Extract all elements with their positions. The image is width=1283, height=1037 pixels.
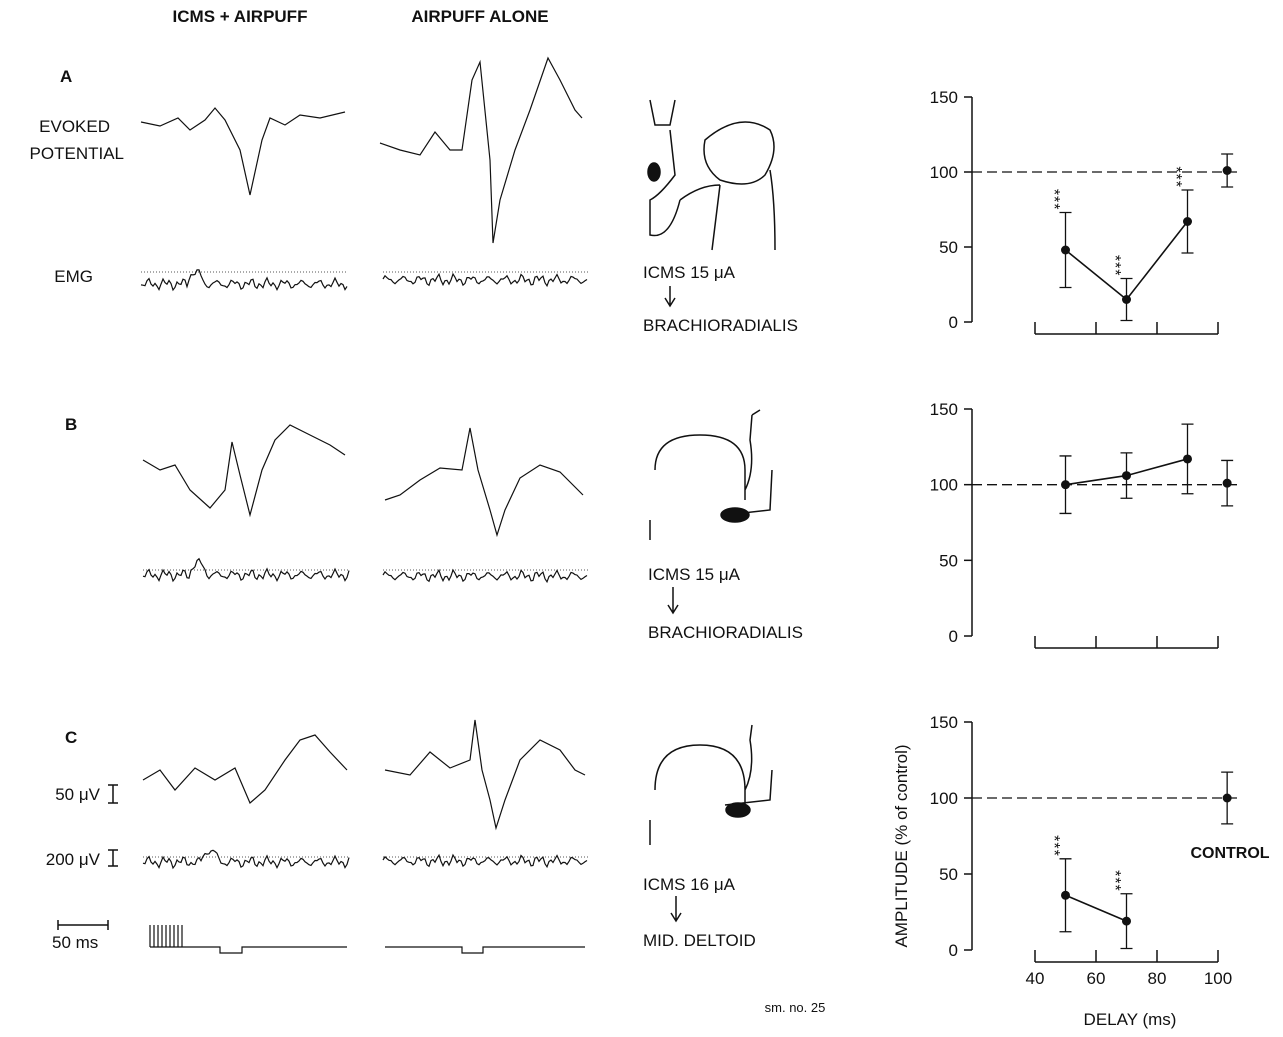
data-point (1061, 480, 1070, 490)
data-point (1183, 454, 1192, 464)
data-point (1122, 295, 1131, 304)
scale-label: 200 μV (46, 850, 101, 869)
arrows (664, 286, 682, 923)
y-tick-label: 150 (930, 88, 958, 107)
y-tick-label: 0 (949, 941, 958, 960)
column-title: AIRPUFF ALONE (411, 7, 548, 26)
y-axis-label: AMPLITUDE (% of control) (892, 744, 911, 947)
y-tick-label: 100 (930, 476, 958, 495)
stim-muscle: BRACHIORADIALIS (648, 623, 803, 642)
x-tick-label: 80 (1148, 969, 1167, 988)
y-tick-label: 100 (930, 789, 958, 808)
data-point (1222, 478, 1232, 488)
emg-trace (140, 269, 348, 292)
significance: *** (1106, 255, 1123, 277)
data-point (1183, 217, 1192, 226)
emg-trace (382, 568, 588, 584)
data-point (1222, 166, 1232, 175)
panel-letter: A (60, 67, 72, 86)
panel-letter: C (65, 728, 77, 747)
data-point (1222, 793, 1232, 803)
footnote: sm. no. 25 (765, 1000, 826, 1015)
significance: *** (1045, 189, 1062, 211)
emg-trace (142, 849, 350, 870)
data-point (1061, 890, 1070, 900)
significance: *** (1045, 835, 1062, 857)
y-tick-label: 50 (939, 865, 958, 884)
traces (140, 56, 586, 954)
column-title: ICMS + AIRPUFF (173, 7, 308, 26)
stim-current: ICMS 15 μA (643, 263, 736, 282)
y-tick-label: 100 (930, 163, 958, 182)
emg-trace (382, 272, 588, 288)
stim-current: ICMS 16 μA (643, 875, 736, 894)
emg-trace (382, 853, 588, 869)
significance: *** (1167, 166, 1184, 188)
y-tick-label: 0 (949, 627, 958, 646)
panel-letter: B (65, 415, 77, 434)
significance: *** (1106, 870, 1123, 892)
scale-label: 50 μV (55, 785, 100, 804)
y-tick-label: 50 (939, 238, 958, 257)
stim-muscle: BRACHIORADIALIS (643, 316, 798, 335)
data-point (1122, 916, 1131, 926)
x-tick-label: 60 (1087, 969, 1106, 988)
row-label: EMG (54, 267, 93, 286)
x-tick-label: 40 (1026, 969, 1045, 988)
y-tick-label: 0 (949, 313, 958, 332)
x-tick-label: 100 (1204, 969, 1232, 988)
control-label: CONTROL (1190, 845, 1269, 862)
row-label: POTENTIAL (30, 144, 124, 163)
data-point (1122, 471, 1131, 481)
y-tick-label: 150 (930, 713, 958, 732)
monkey-drawing (647, 99, 776, 845)
row-label: EVOKED (39, 117, 110, 136)
y-tick-label: 150 (930, 400, 958, 419)
x-axis-label: DELAY (ms) (1084, 1010, 1177, 1029)
scale-label: 50 ms (52, 933, 98, 952)
y-tick-label: 50 (939, 551, 958, 570)
scale-bars (57, 784, 118, 930)
stim-current: ICMS 15 μA (648, 565, 741, 584)
emg-trace (142, 557, 350, 583)
data-line (1065, 894, 1127, 922)
data-point (1061, 245, 1070, 255)
stim-muscle: MID. DELTOID (643, 931, 756, 950)
